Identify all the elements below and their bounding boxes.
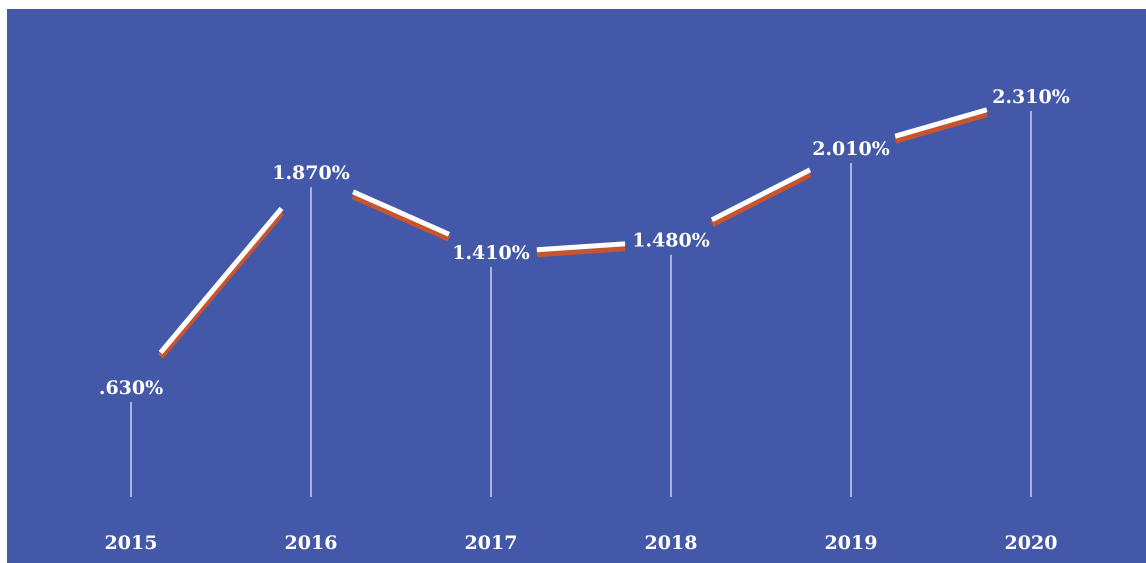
value-label-2019: 2.010% xyxy=(812,138,890,160)
line-segments xyxy=(157,107,988,359)
line-segment-2019-2020 xyxy=(894,107,988,144)
line-segment-2015-2016 xyxy=(157,206,285,359)
value-label-2015: .630% xyxy=(99,377,163,399)
line-segment-2018-2019 xyxy=(710,167,812,227)
value-label-2020: 2.310% xyxy=(992,86,1070,108)
x-tick-label-2015: 2015 xyxy=(105,532,158,554)
value-labels: .630% 1.870% 1.410% 1.480% 2.010% 2.310% xyxy=(99,86,1070,399)
line-segment-2017-2018 xyxy=(536,241,626,258)
x-tick-label-2018: 2018 xyxy=(645,532,698,554)
chart-background xyxy=(7,9,1146,563)
value-label-2018: 1.480% xyxy=(632,230,710,252)
value-label-2017: 1.410% xyxy=(452,242,530,264)
drop-lines xyxy=(130,111,1032,497)
x-tick-label-2017: 2017 xyxy=(465,532,518,554)
x-tick-label-2016: 2016 xyxy=(285,532,338,554)
line-chart: .630% 1.870% 1.410% 1.480% 2.010% 2.310% 2015… xyxy=(7,9,1146,563)
line-segment-2016-2017 xyxy=(351,189,451,242)
x-axis-labels: 2015 2016 2017 2018 2019 2020 xyxy=(105,532,1058,554)
chart-frame: .630% 1.870% 1.410% 1.480% 2.010% 2.310% 2015… xyxy=(7,9,1146,563)
x-tick-label-2020: 2020 xyxy=(1005,532,1058,554)
value-label-2016: 1.870% xyxy=(272,162,350,184)
x-tick-label-2019: 2019 xyxy=(825,532,878,554)
